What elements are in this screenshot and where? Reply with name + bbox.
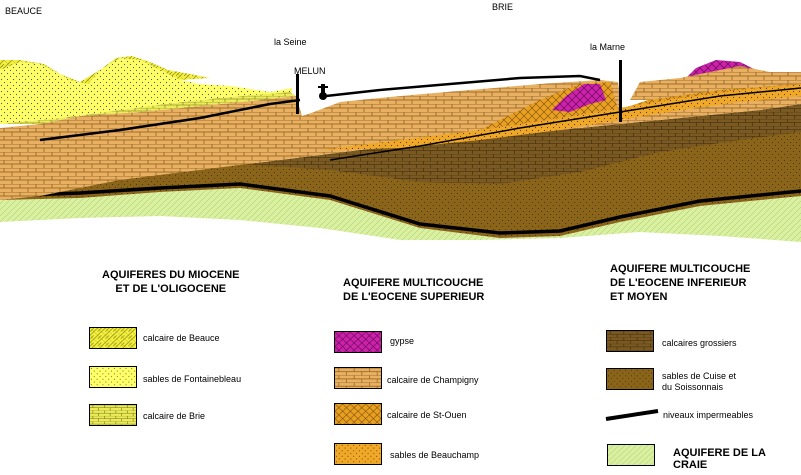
legend-calcaires-grossiers: calcaires grossiers	[662, 338, 737, 348]
marne-label: la Marne	[590, 42, 626, 52]
melun-town-icon	[318, 84, 328, 100]
legend-gypse: gypse	[390, 336, 415, 346]
swatch-sables-cuise	[606, 368, 654, 390]
line-impermeable-1	[39, 98, 301, 142]
swatch-sables-beauchamp	[334, 443, 382, 465]
layer-fontainebleau	[0, 58, 292, 124]
layer-beauce	[0, 56, 210, 84]
layer-brie	[0, 92, 296, 124]
line-impermeable-2	[325, 74, 601, 98]
line-impermeable-base	[0, 182, 801, 235]
layer-cuise	[0, 130, 801, 238]
seine-label: la Seine	[274, 37, 307, 47]
brie-label: BRIE	[492, 2, 514, 12]
legend-sables-fontainebleau: sables de Fontainebleau	[143, 374, 242, 384]
legend-aquifere-craie: AQUIFERE DE LA CRAIE	[673, 447, 766, 471]
swatch-niveaux-impermeables	[605, 409, 659, 421]
layer-gypse-left	[552, 84, 606, 112]
legend-calcaire-beauce: calcaire de Beauce	[143, 333, 220, 343]
heading-eocene-superieur: AQUIFERE MULTICOUCHE DE L'EOCENE SUPERIE…	[343, 277, 485, 303]
legend-calcaire-st-ouen: calcaire de St-Ouen	[387, 410, 467, 420]
layer-champigny-right-top	[630, 66, 801, 100]
legend-sables-beauchamp: sables de Beauchamp	[390, 450, 480, 460]
layer-craie	[0, 188, 801, 242]
heading-miocene: AQUIFERES DU MIOCENE ET DE L'OLIGOCENE	[102, 269, 240, 295]
swatch-calcaire-beauce	[89, 327, 137, 349]
swatch-calcaire-st-ouen	[334, 403, 382, 425]
legend-niveaux-impermeables: niveaux impermeables	[663, 410, 754, 420]
legend-calcaire-brie: calcaire de Brie	[143, 411, 206, 421]
swatch-gypse	[334, 331, 382, 353]
layer-beauchamp	[320, 84, 801, 150]
legend-calcaire-champigny: calcaire de Champigny	[387, 375, 479, 385]
heading-eocene-inferieur: AQUIFERE MULTICOUCHE DE L'EOCENE INFERIE…	[610, 263, 751, 303]
swatch-craie	[607, 444, 655, 466]
layer-calcaires-grossiers	[40, 104, 801, 196]
beauce-label: BEAUCE	[5, 6, 43, 16]
swatch-sables-fontainebleau	[89, 366, 137, 388]
legend-sables-cuise: sables de Cuise et du Soissonnais	[662, 371, 737, 392]
line-impermeable-3	[329, 87, 801, 161]
melun-label: MELUN	[294, 66, 326, 76]
swatch-calcaire-brie	[89, 404, 137, 426]
swatch-calcaire-champigny	[334, 367, 382, 389]
seine-river-marker	[296, 74, 299, 114]
swatch-calcaires-grossiers	[606, 330, 654, 352]
marne-river-marker	[619, 60, 622, 122]
